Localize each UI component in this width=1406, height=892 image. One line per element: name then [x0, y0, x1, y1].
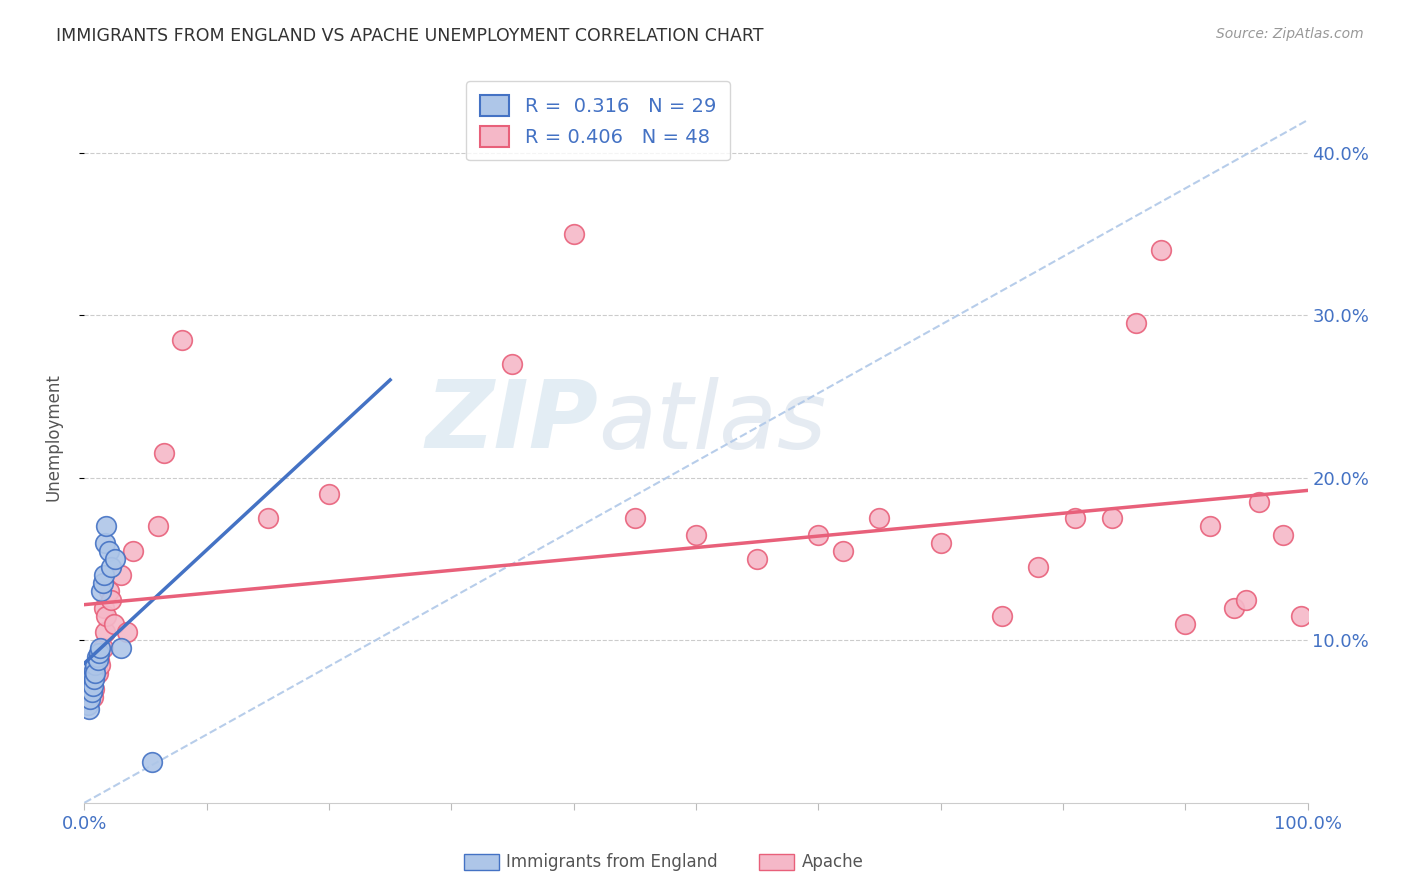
Point	[89, 641, 111, 656]
Point	[146, 519, 169, 533]
Point	[96, 608, 118, 623]
Point	[84, 669, 107, 683]
Point	[97, 584, 120, 599]
Point	[89, 657, 111, 672]
Point	[90, 584, 112, 599]
Point	[87, 653, 110, 667]
Point	[1150, 243, 1173, 257]
Point	[747, 552, 769, 566]
Point	[1125, 316, 1147, 330]
Point	[94, 625, 117, 640]
Point	[83, 673, 105, 687]
Point	[115, 625, 138, 640]
Point	[318, 487, 340, 501]
Point	[97, 544, 120, 558]
Point	[141, 755, 163, 769]
Point	[77, 701, 100, 715]
Point	[1247, 495, 1270, 509]
Point	[84, 665, 107, 680]
Point	[991, 608, 1014, 623]
Point	[1236, 592, 1258, 607]
Point	[87, 653, 110, 667]
Point	[1064, 511, 1087, 525]
Point	[122, 544, 145, 558]
Point	[94, 535, 117, 549]
Text: Apache: Apache	[801, 853, 863, 871]
Point	[77, 698, 100, 713]
Point	[1028, 560, 1050, 574]
Text: atlas: atlas	[598, 377, 827, 468]
Point	[86, 663, 108, 677]
Legend: R =  0.316   N = 29, R = 0.406   N = 48: R = 0.316 N = 29, R = 0.406 N = 48	[467, 81, 730, 161]
Point	[83, 681, 105, 696]
Point	[80, 673, 103, 688]
Point	[93, 568, 115, 582]
Point	[929, 535, 952, 549]
Point	[84, 657, 107, 672]
Point	[91, 576, 114, 591]
Point	[80, 685, 103, 699]
Point	[79, 691, 101, 706]
Point	[96, 519, 118, 533]
Text: Source: ZipAtlas.com: Source: ZipAtlas.com	[1216, 27, 1364, 41]
Point	[502, 357, 524, 371]
Point	[77, 681, 100, 696]
Point	[257, 511, 280, 525]
Point	[79, 679, 101, 693]
Point	[79, 679, 101, 693]
Point	[1174, 617, 1197, 632]
Point	[153, 446, 176, 460]
Point	[110, 641, 132, 656]
Point	[100, 592, 122, 607]
Point	[869, 511, 891, 525]
Point	[91, 641, 114, 656]
Point	[77, 681, 100, 696]
Point	[77, 685, 100, 699]
Point	[685, 527, 707, 541]
Point	[87, 646, 110, 660]
Point	[100, 560, 122, 574]
Point	[80, 673, 103, 688]
Point	[82, 679, 104, 693]
Point	[82, 690, 104, 705]
Point	[172, 333, 194, 347]
Point	[104, 552, 127, 566]
Text: Immigrants from England: Immigrants from England	[506, 853, 718, 871]
Point	[77, 690, 100, 705]
Point	[1223, 600, 1246, 615]
Point	[1198, 519, 1220, 533]
Point	[87, 665, 110, 680]
Point	[1272, 527, 1295, 541]
Point	[1101, 511, 1123, 525]
Y-axis label: Unemployment: Unemployment	[45, 373, 63, 501]
Point	[807, 527, 830, 541]
Point	[624, 511, 647, 525]
Point	[76, 690, 98, 705]
Text: ZIP: ZIP	[425, 376, 598, 468]
Point	[103, 617, 125, 632]
Point	[93, 600, 115, 615]
Point	[82, 669, 104, 683]
Text: IMMIGRANTS FROM ENGLAND VS APACHE UNEMPLOYMENT CORRELATION CHART: IMMIGRANTS FROM ENGLAND VS APACHE UNEMPL…	[56, 27, 763, 45]
Point	[83, 663, 105, 677]
Point	[86, 649, 108, 664]
Point	[562, 227, 585, 241]
Point	[831, 544, 853, 558]
Point	[1291, 608, 1313, 623]
Point	[110, 568, 132, 582]
